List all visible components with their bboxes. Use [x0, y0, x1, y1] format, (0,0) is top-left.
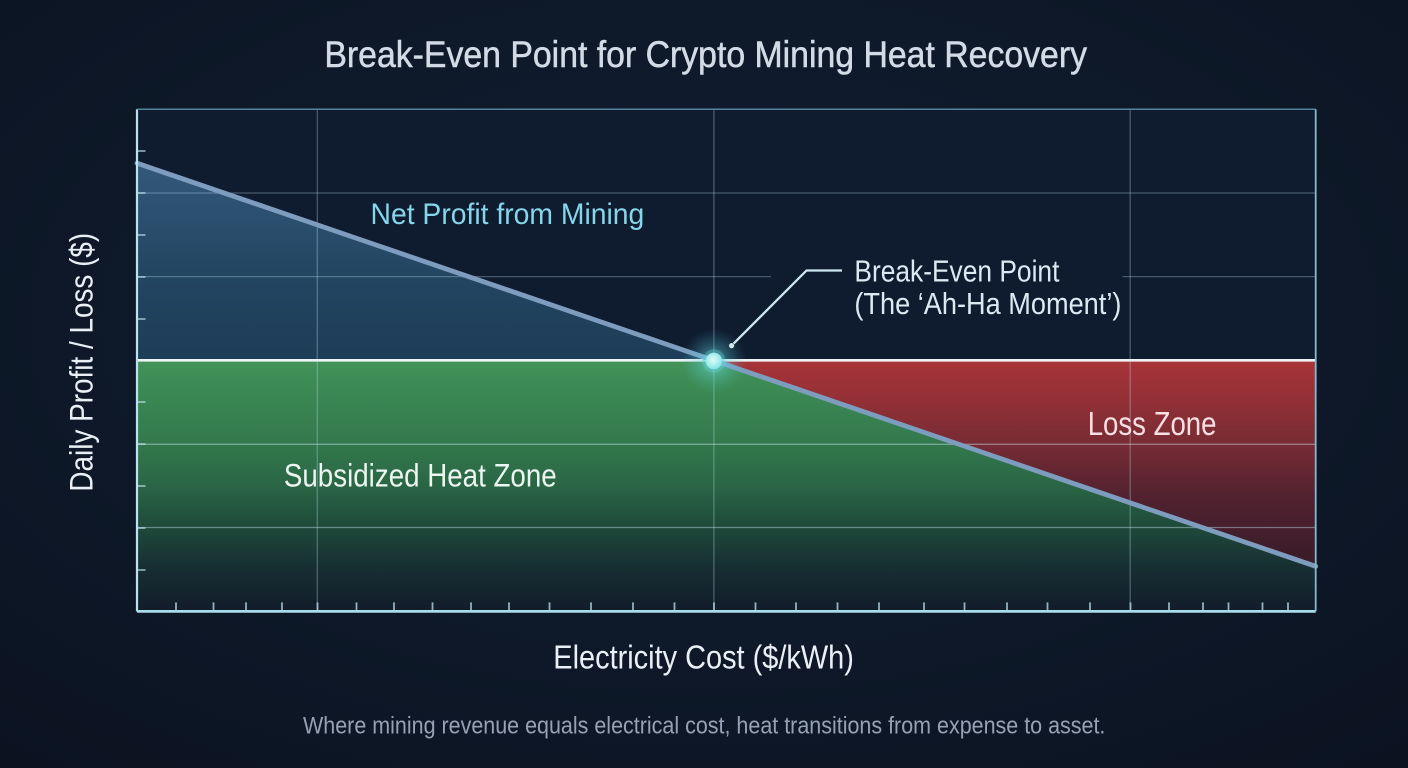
svg-text:Break-Even Point: Break-Even Point — [854, 253, 1059, 288]
svg-text:Net Profit from Mining: Net Profit from Mining — [371, 198, 645, 231]
svg-text:(The ‘Ah-Ha Moment’): (The ‘Ah-Ha Moment’) — [854, 287, 1121, 321]
svg-text:Where mining revenue equals el: Where mining revenue equals electrical c… — [303, 712, 1105, 739]
svg-text:Daily Profit / Loss ($): Daily Profit / Loss ($) — [63, 233, 99, 492]
svg-text:Electricity Cost ($/kWh): Electricity Cost ($/kWh) — [553, 639, 854, 676]
svg-text:Subsidized Heat Zone: Subsidized Heat Zone — [284, 457, 557, 493]
svg-text:Loss Zone: Loss Zone — [1088, 405, 1217, 442]
svg-text:Break-Even Point for Crypto Mi: Break-Even Point for Crypto Mining Heat … — [324, 34, 1087, 75]
